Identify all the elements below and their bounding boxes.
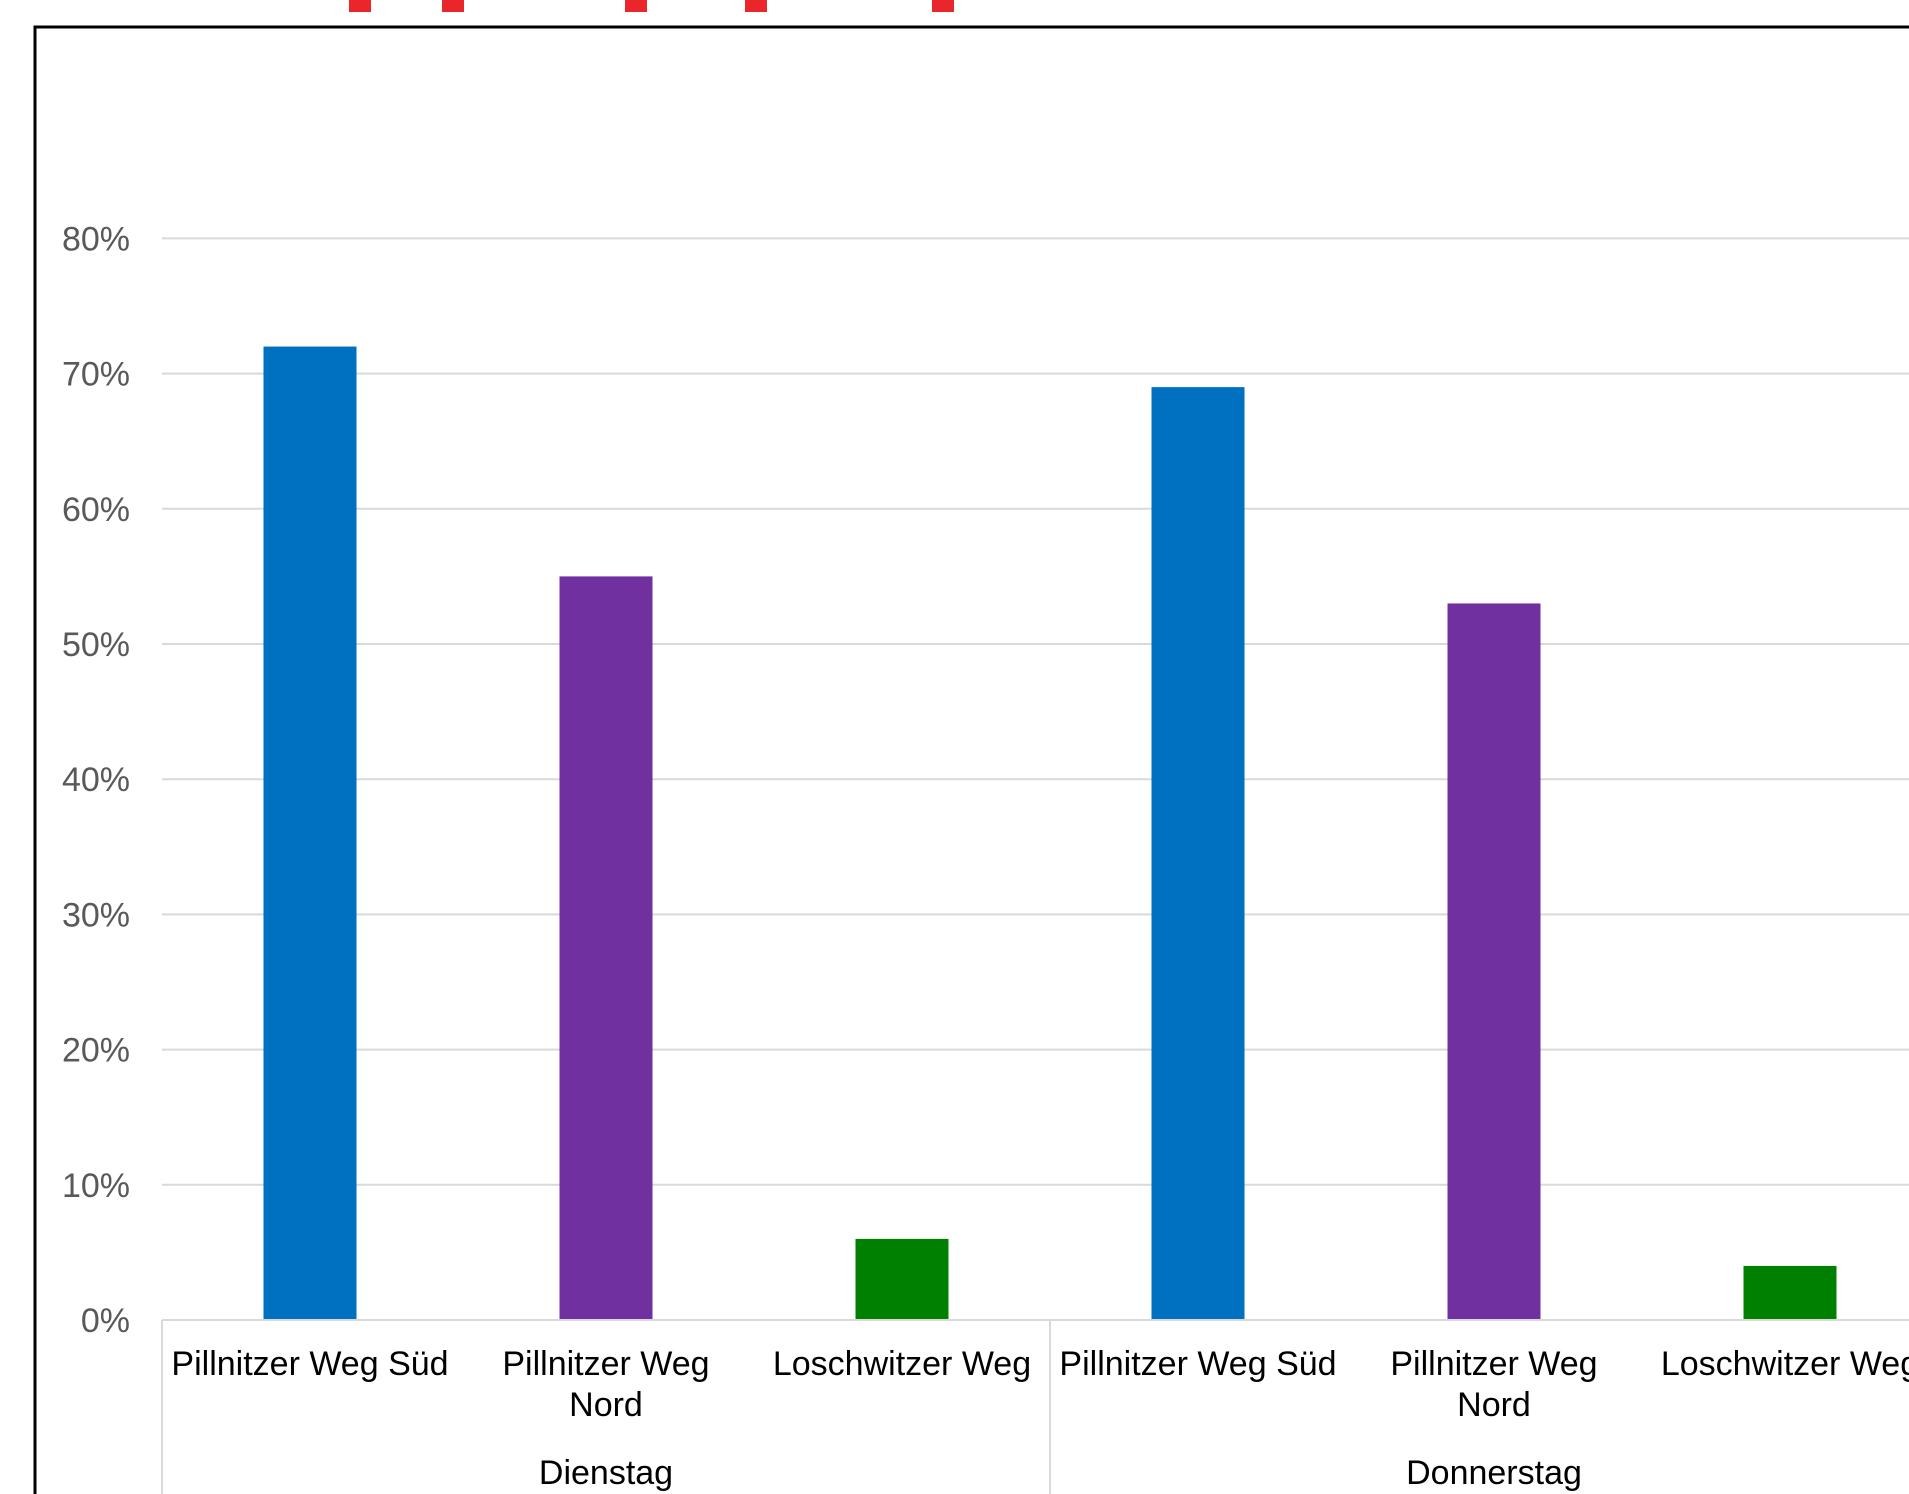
y-tick-label: 40%: [62, 761, 130, 799]
category-labels: Pillnitzer Weg Süd Pillnitzer WegNordLosc…: [171, 1345, 1909, 1424]
y-tick-label: 80%: [62, 220, 130, 258]
title-fragment-mark-1: [442, 0, 464, 12]
group-label-donnerstag: Donnerstag: [1406, 1454, 1582, 1492]
category-label: Pillnitzer Weg: [1390, 1345, 1597, 1383]
bars: [263, 346, 1837, 1320]
bar-donnerstag-0: [1151, 387, 1245, 1320]
title-fragment-mark-3: [745, 0, 767, 12]
bar-dienstag-0: [263, 346, 357, 1320]
y-tick-label: 60%: [62, 491, 130, 529]
y-tick-label: 20%: [62, 1032, 130, 1070]
category-label: Loschwitzer Weg: [773, 1345, 1031, 1383]
category-label: Pillnitzer Weg Süd: [171, 1345, 448, 1383]
gridlines: [162, 237, 1909, 1186]
category-label: Nord: [569, 1386, 643, 1424]
y-tick-label: 50%: [62, 626, 130, 664]
y-tick-label: 70%: [62, 356, 130, 394]
title-fragment-mark-2: [625, 0, 647, 12]
title-fragment: [349, 0, 954, 12]
bar-dienstag-1: [559, 576, 653, 1320]
y-tick-label: 30%: [62, 896, 130, 934]
title-fragment-mark-4: [932, 0, 954, 12]
x-axis: [161, 1319, 1909, 1494]
y-tick-label: 0%: [81, 1302, 130, 1340]
bar-donnerstag-2: [1743, 1265, 1837, 1320]
y-tick-label: 10%: [62, 1167, 130, 1205]
y-tick-labels: 0% 10% 20% 30% 40% 50% 60% 70% 80%: [62, 220, 130, 1340]
bar-dienstag-2: [855, 1238, 949, 1320]
category-label: Pillnitzer Weg: [502, 1345, 709, 1383]
group-label-dienstag: Dienstag: [539, 1454, 673, 1492]
category-label: Loschwitzer Weg: [1661, 1345, 1909, 1383]
bar-donnerstag-1: [1447, 603, 1541, 1320]
category-label: Pillnitzer Weg Süd: [1059, 1345, 1336, 1383]
category-label: Nord: [1457, 1386, 1531, 1424]
group-labels: Dienstag Donnerstag: [539, 1454, 1582, 1492]
title-fragment-mark-0: [349, 0, 371, 12]
chart-frame: [33, 25, 1909, 1494]
